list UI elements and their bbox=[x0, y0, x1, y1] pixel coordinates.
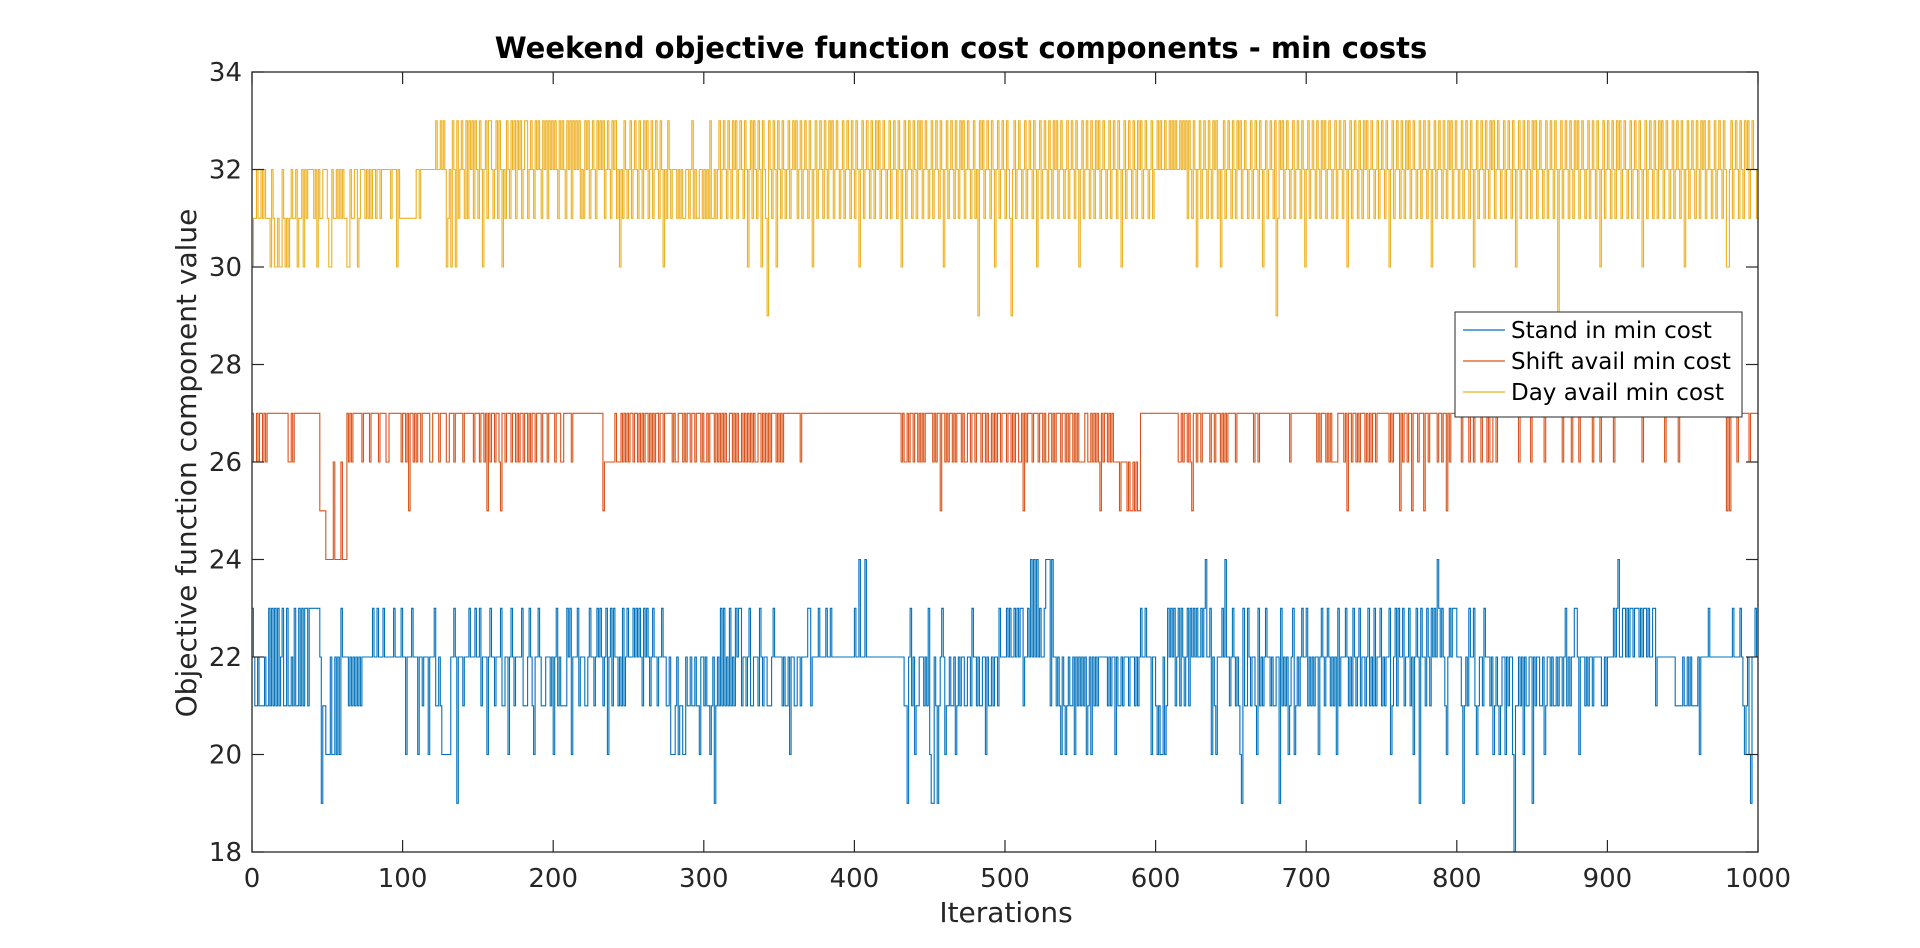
legend-entry: Day avail min cost bbox=[1511, 380, 1724, 406]
x-tick-label: 200 bbox=[528, 864, 578, 894]
x-tick-label: 1000 bbox=[1725, 864, 1791, 894]
x-tick-label: 600 bbox=[1131, 864, 1181, 894]
x-tick-label: 500 bbox=[980, 864, 1030, 894]
x-tick-label: 700 bbox=[1281, 864, 1331, 894]
y-tick-label: 18 bbox=[209, 838, 242, 868]
series-line-1 bbox=[252, 558, 1758, 853]
x-tick-label: 300 bbox=[679, 864, 729, 894]
y-tick-label: 26 bbox=[209, 448, 242, 478]
x-tick-label: 400 bbox=[830, 864, 880, 894]
legend-entry: Stand in min cost bbox=[1511, 318, 1712, 344]
x-tick-label: 100 bbox=[378, 864, 428, 894]
y-tick-label: 32 bbox=[209, 156, 242, 186]
y-tick-label: 20 bbox=[209, 741, 242, 771]
y-tick-label: 24 bbox=[209, 546, 242, 576]
y-tick-label: 22 bbox=[209, 643, 242, 673]
y-tick-label: 34 bbox=[209, 58, 242, 88]
series-line-3 bbox=[252, 120, 1758, 317]
x-tick-label: 900 bbox=[1583, 864, 1633, 894]
y-axis-label: Objective function component value bbox=[170, 209, 203, 718]
legend-entry: Shift avail min cost bbox=[1511, 349, 1731, 375]
x-axis-label: Iterations bbox=[939, 896, 1072, 929]
y-axis: 18 20 22 24 26 28 30 32 34 bbox=[209, 58, 1758, 868]
y-tick-label: 30 bbox=[209, 253, 242, 283]
x-tick-label: 0 bbox=[244, 864, 261, 894]
x-axis: 0 100 200 300 400 500 600 700 800 900 1000 bbox=[244, 72, 1791, 894]
y-tick-label: 28 bbox=[209, 351, 242, 381]
chart-title: Weekend objective function cost componen… bbox=[495, 31, 1428, 65]
legend: Stand in min cost Shift avail min cost Day… bbox=[1454, 311, 1743, 418]
x-tick-label: 800 bbox=[1432, 864, 1482, 894]
